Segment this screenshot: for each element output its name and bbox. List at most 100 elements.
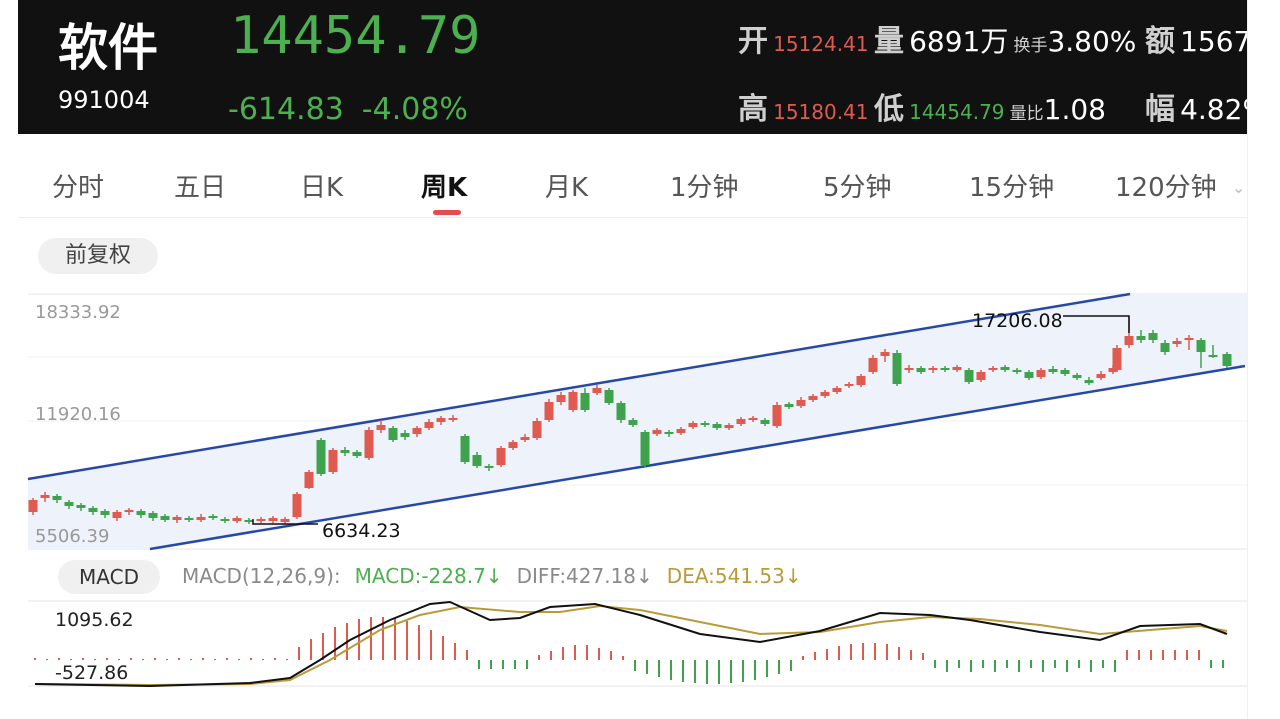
tab-120min[interactable]: 120分钟 [1115,173,1217,203]
macd-bar [778,660,780,674]
macd-bar [862,643,864,660]
candle-body [448,418,458,420]
macd-bar [442,636,444,660]
macd-bar [1174,650,1176,660]
macd-bar [658,660,660,677]
macd-bar [502,660,504,669]
candle-body [880,352,890,356]
macd-bar [718,660,720,684]
tab-intraday[interactable]: 分时 [52,173,105,203]
tab-5min[interactable]: 5分钟 [823,173,892,203]
chevron-down-icon[interactable]: ⌄ [1232,178,1246,197]
macd-bar [514,660,516,669]
candle-body [664,432,674,434]
candle-body [712,424,722,428]
candle-body [1160,343,1170,352]
candle-body [844,384,854,386]
macd-bar [814,652,816,660]
candle-body [160,516,170,520]
macd-bar [946,660,948,672]
macd-bar [418,625,420,660]
macd-bar [166,659,168,660]
candle-body [532,421,542,438]
volume-stat: 量 6891万 换手3.80% [874,24,1137,59]
candle-body [1012,370,1022,372]
candle-body [520,437,530,440]
macd-bar [1078,660,1080,668]
macd-bar [394,618,396,660]
candle-body [136,511,146,515]
macd-params: MACD(12,26,9): [182,564,341,588]
candle-body [508,442,518,448]
change-value: -614.83 [228,92,344,127]
tab-15min[interactable]: 15分钟 [969,173,1055,203]
candle-body [1208,355,1218,357]
tab-1min[interactable]: 1分钟 [670,173,739,203]
macd-bar [190,659,192,660]
macd-bar [742,660,744,682]
stock-code: 991004 [58,86,150,114]
macd-bar [838,646,840,660]
macd-bar [550,651,552,660]
macd-bar [178,658,180,660]
candle-body [736,419,746,424]
candle-body [100,511,110,515]
candle-body [196,517,206,520]
macd-bar [826,649,828,660]
macd-bar [706,660,708,684]
macd-bar [766,660,768,677]
macd-bar [154,658,156,660]
macd-chart[interactable]: 1095.62 -527.86 [0,598,1247,690]
candle-body [796,400,806,406]
macd-bar [1102,660,1104,668]
tab-weekly-k[interactable]: 周K [421,173,468,203]
macd-bar [886,644,888,660]
candle-body [400,433,410,437]
candle-body [628,420,638,425]
forward-adjust-button[interactable]: 前复权 [38,238,158,274]
macd-bar [334,627,336,660]
high-marker-line [1063,315,1130,333]
diff-value: DIFF:427.18↓ [516,564,653,588]
diff-line [34,600,1228,688]
candle-body [472,455,482,466]
macd-y-label-bottom: -527.86 [55,662,128,684]
candle-body [544,402,554,420]
amount-stat: 额 1567 [1145,24,1247,59]
candle-body [1060,370,1070,374]
tab-daily-k[interactable]: 日K [300,173,344,203]
candle-body [1196,340,1206,352]
candle-body [364,430,374,458]
candle-body [256,519,266,521]
upper-trendline [27,292,1131,481]
candle-body [64,502,74,506]
macd-bar [574,645,576,660]
candle-body [592,388,602,393]
macd-bar [646,660,648,674]
candle-body [340,450,350,453]
candle-body [292,494,302,517]
macd-bar [1150,650,1152,660]
period-tabs: 分时 五日 日K 周K 月K 1分钟 5分钟 15分钟 120分钟 [18,147,1247,218]
annotation-low: 6634.23 [322,520,401,542]
candle-body [916,368,926,372]
macd-value: MACD:-228.7↓ [354,564,503,588]
candle-body [988,368,998,370]
macd-bar [850,644,852,660]
candle-body [1096,374,1106,378]
candle-body [172,517,182,520]
macd-bar [898,647,900,660]
macd-bar [310,639,312,660]
macd-indicator-button[interactable]: MACD [58,560,160,594]
macd-bar [1162,650,1164,660]
candle-body [1172,341,1182,344]
macd-bar [226,658,228,660]
macd-bar [82,658,84,660]
y-label-bottom: 5506.39 [35,526,109,547]
candle-body [316,440,326,474]
tab-monthly-k[interactable]: 月K [545,173,589,203]
tab-five-day[interactable]: 五日 [174,173,227,203]
macd-bar [454,643,456,660]
kline-chart[interactable]: 18333.92 11920.16 5506.39 17206.08 6634.… [0,290,1247,552]
macd-bar [910,650,912,660]
